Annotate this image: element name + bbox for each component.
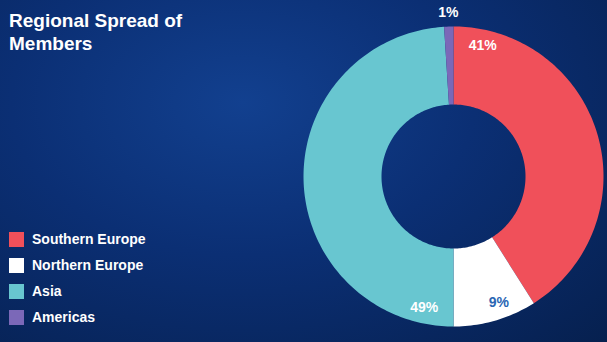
- svg-text:9%: 9%: [489, 294, 510, 310]
- svg-text:41%: 41%: [469, 37, 498, 53]
- svg-text:49%: 49%: [410, 299, 439, 315]
- html-text:Northern Europe: Northern Europe: [32, 257, 144, 273]
- html-text:Regional Spread of Members: Regional Spread of Members: [9, 10, 183, 54]
- html-text:Southern Europe: Southern Europe: [32, 231, 146, 247]
- svg-text:1%: 1%: [438, 4, 459, 20]
- html-text:Asia: Asia: [32, 283, 62, 299]
- html-text:Americas: Americas: [32, 309, 95, 325]
